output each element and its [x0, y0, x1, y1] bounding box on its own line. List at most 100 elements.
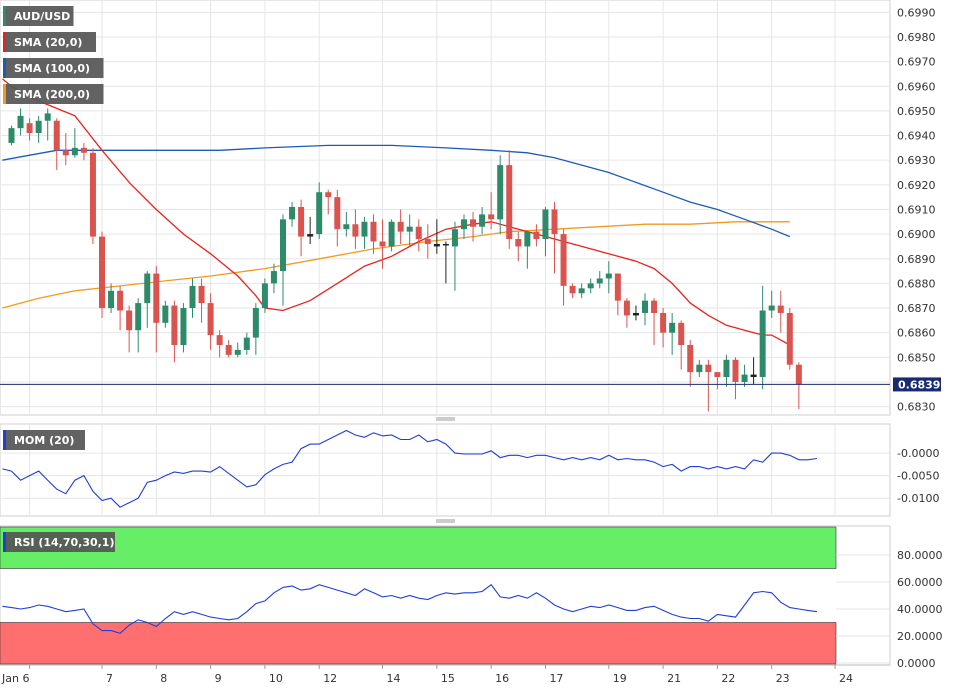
candle — [298, 199, 305, 257]
candle — [651, 298, 658, 345]
mom-badge-bg — [3, 430, 85, 450]
candle-body — [524, 231, 531, 247]
candle — [261, 278, 268, 313]
candle — [705, 359, 712, 412]
rsi-badge-label: RSI (14,70,30,1) — [14, 536, 114, 549]
candle — [542, 207, 549, 257]
candle — [632, 305, 639, 321]
candle-body — [162, 305, 169, 323]
candle — [669, 312, 676, 355]
candle-body — [343, 224, 350, 230]
candle — [605, 261, 612, 294]
price-tick-label: 0.6860 — [897, 327, 936, 340]
candle-body — [198, 285, 205, 304]
rsi-tick-label: 0.0000 — [897, 657, 936, 670]
candle — [759, 285, 766, 390]
candle-body — [325, 192, 332, 198]
panel-resize-handle[interactable] — [436, 417, 455, 421]
candle-body — [406, 226, 413, 232]
candle — [162, 300, 169, 328]
mom-tick-label: -0.0100 — [897, 492, 939, 505]
legend-label: AUD/USD — [14, 10, 70, 23]
candle-body — [80, 147, 87, 153]
candle — [108, 283, 115, 313]
price-panel[interactable]: 0.6990 0.6980 0.6970 0.6960 0.6950 0.6940 0.69… — [0, 0, 941, 416]
candle-body — [117, 290, 124, 311]
candle-body — [361, 221, 368, 237]
candle — [623, 298, 630, 328]
candle — [470, 211, 477, 242]
candle-body — [44, 113, 51, 121]
legend-swatch — [3, 32, 6, 52]
candle — [560, 229, 567, 306]
candle-body — [705, 364, 712, 373]
last-price-badge — [893, 377, 941, 392]
candle — [144, 271, 151, 328]
price-tick-label: 0.6880 — [897, 277, 936, 290]
candle-body — [596, 278, 603, 284]
candle-body — [687, 345, 694, 373]
candle-body — [334, 197, 341, 230]
momentum-panel[interactable]: -0.0000 -0.0050 -0.0100 MOM (20) — [0, 423, 939, 517]
candle-body — [234, 349, 241, 355]
candle — [642, 293, 648, 326]
candle-body — [660, 312, 667, 333]
candle-body — [388, 221, 395, 247]
x-tick-label: 21 — [667, 672, 681, 685]
candle — [433, 219, 440, 254]
rsi-series — [2, 583, 818, 634]
candle — [687, 340, 694, 387]
candle-body — [515, 239, 522, 247]
candle-body — [261, 283, 268, 309]
candle — [80, 142, 87, 161]
rsi-badge-swatch — [3, 532, 6, 552]
momentum-line — [2, 429, 818, 508]
x-tick-label: 8 — [160, 672, 167, 685]
candle-body — [669, 322, 676, 333]
rsi-badge-bg — [3, 532, 115, 552]
x-tick-label: 17 — [549, 672, 563, 685]
candle-body — [62, 150, 69, 156]
momentum-label-badge: MOM (20) — [3, 430, 85, 450]
candle — [126, 305, 133, 353]
rsi-label-badge: RSI (14,70,30,1) — [3, 532, 115, 552]
sma20-line — [1, 78, 791, 346]
candle-body — [497, 165, 504, 220]
candle-body — [533, 231, 540, 240]
candle-body — [316, 192, 323, 235]
candle-body — [270, 271, 277, 284]
rsi-panel[interactable]: 80.0000 60.0000 40.0000 20.0000 0.0000 RSI (… — [0, 525, 943, 670]
candle — [216, 330, 223, 358]
candle — [714, 372, 721, 390]
x-tick-label: 23 — [776, 672, 790, 685]
candle-body — [252, 308, 259, 338]
candle-body — [442, 243, 449, 246]
candle — [750, 357, 757, 385]
candle-body — [732, 359, 739, 382]
rsi-y-axis: 80.0000 60.0000 40.0000 20.0000 0.0000 — [897, 549, 943, 670]
candle — [524, 231, 531, 269]
candle — [26, 118, 33, 141]
x-tick-label: 24 — [839, 672, 853, 685]
candle — [388, 219, 395, 252]
candle — [243, 332, 250, 355]
candle-body — [8, 128, 15, 143]
candle-body — [289, 207, 296, 220]
candle — [406, 214, 413, 247]
candle — [8, 125, 15, 146]
candle-body — [180, 308, 187, 345]
candle — [153, 266, 160, 353]
candle-body — [144, 273, 151, 304]
rsi-line — [2, 583, 818, 634]
candle-body — [741, 374, 748, 382]
candle — [578, 283, 585, 299]
candle-body — [768, 305, 775, 311]
price-tick-label: 0.6930 — [897, 154, 936, 167]
candle — [786, 308, 793, 370]
last-price-marker: 0.6839 — [0, 377, 941, 392]
candle-body — [424, 239, 431, 244]
price-y-axis: 0.6990 0.6980 0.6970 0.6960 0.6950 0.6940 0.69… — [897, 6, 936, 413]
candle-body — [777, 305, 784, 313]
panel-resize-handle-2[interactable] — [436, 519, 455, 523]
rsi-oversold-zone — [0, 622, 837, 665]
